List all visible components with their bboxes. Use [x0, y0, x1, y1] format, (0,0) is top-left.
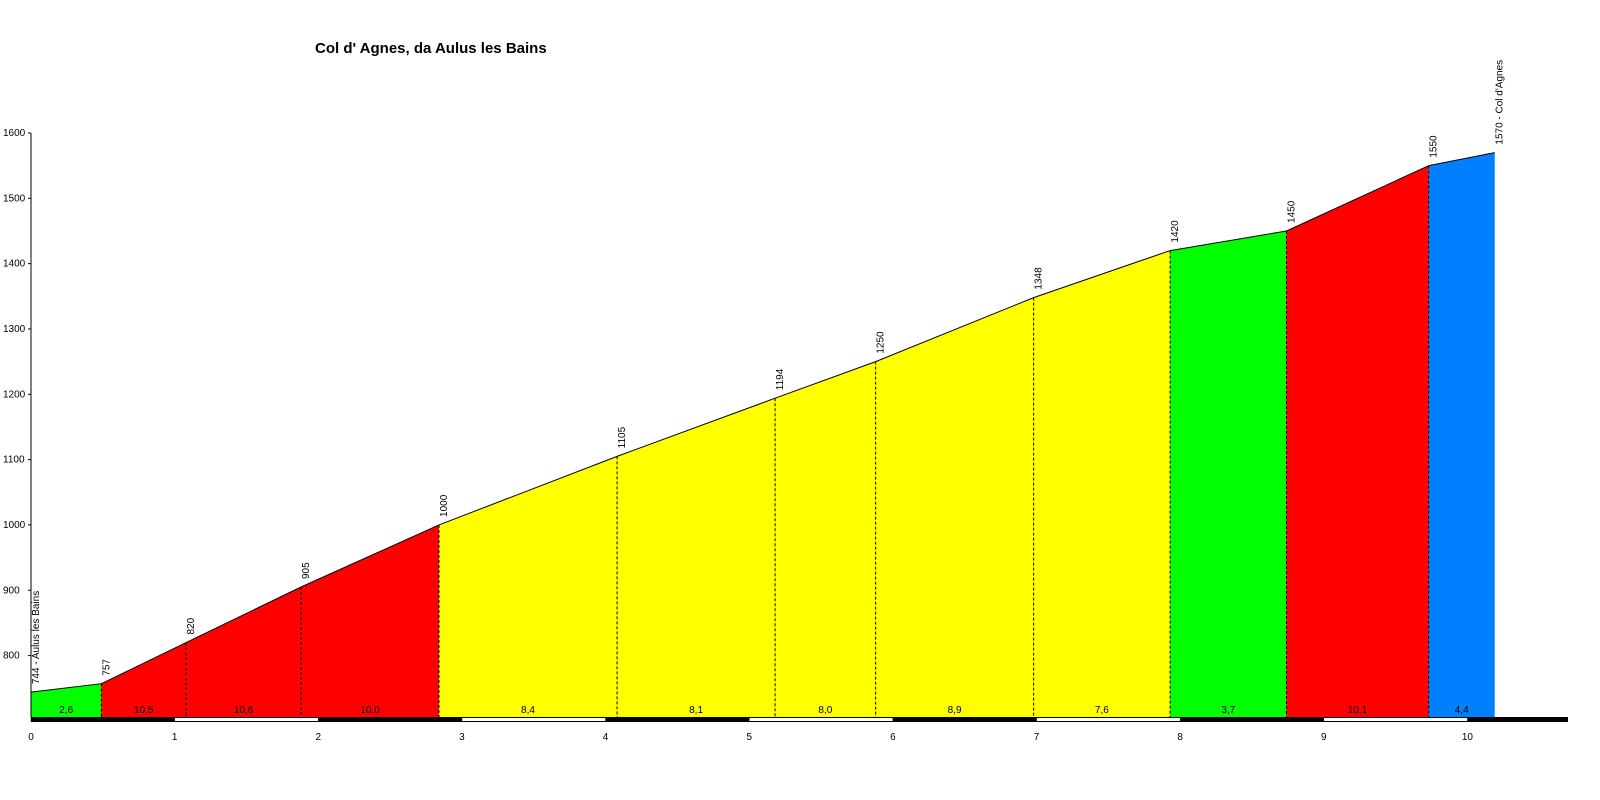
profile-segment — [1170, 230, 1287, 717]
point-label: 1105 — [617, 426, 628, 448]
point-label: 744 - Aulus les Bains — [31, 591, 42, 684]
x-axis-bar-light — [749, 718, 893, 721]
y-tick-label: 1200 — [3, 389, 26, 400]
profile-segment — [1033, 250, 1171, 717]
point-label: 1250 — [876, 331, 887, 354]
x-tick-label: 2 — [316, 732, 322, 743]
profile-segment — [31, 683, 102, 717]
profile-segment — [186, 587, 302, 717]
profile-segment — [438, 456, 618, 717]
gradient-label: 10,6 — [234, 705, 254, 716]
point-label: 1450 — [1286, 200, 1297, 223]
gradient-label: 10,0 — [360, 705, 380, 716]
y-tick-label: 1600 — [3, 128, 26, 139]
profile-edge — [300, 524, 440, 588]
profile-edge — [1428, 152, 1495, 167]
x-tick-label: 1 — [172, 732, 178, 743]
point-label: 1000 — [439, 494, 450, 517]
point-label: 1348 — [1034, 267, 1045, 290]
profile-edge — [1286, 165, 1429, 232]
profile-segment — [875, 297, 1034, 717]
gradient-label: 4,4 — [1455, 705, 1469, 716]
gradient-label: 2,6 — [59, 705, 73, 716]
y-tick-label: 800 — [3, 651, 20, 662]
profile-segment — [617, 398, 776, 717]
gradient-label: 10,5 — [134, 705, 154, 716]
profile-edge — [438, 455, 618, 526]
profile-edge — [185, 586, 302, 643]
y-tick-label: 1100 — [3, 455, 25, 466]
profile-edge — [30, 683, 102, 693]
gradient-label: 8,0 — [818, 705, 832, 716]
x-tick-label: 7 — [1034, 732, 1040, 743]
profile-segment — [101, 642, 187, 717]
point-label: 1420 — [1170, 220, 1181, 243]
profile-segment — [775, 361, 876, 717]
gradient-label: 8,1 — [689, 705, 703, 716]
x-axis-bar-light — [461, 718, 606, 721]
y-tick-label: 900 — [3, 585, 20, 596]
point-label: 1550 — [1429, 135, 1440, 158]
profile-edge — [875, 297, 1034, 363]
y-tick-label: 1500 — [3, 193, 26, 204]
profile-segment — [1428, 152, 1495, 718]
y-tick-label: 1300 — [3, 324, 26, 335]
profile-edge — [1033, 250, 1171, 299]
y-tick-label: 1000 — [3, 520, 26, 531]
x-axis-bar-light — [1323, 718, 1468, 721]
x-tick-label: 4 — [603, 732, 609, 743]
gradient-label: 8,9 — [948, 705, 962, 716]
x-axis-bar-light — [174, 718, 319, 721]
profile-edge — [1170, 230, 1287, 252]
profile-segment — [301, 524, 439, 717]
x-tick-label: 6 — [890, 732, 896, 743]
point-label: 1194 — [775, 368, 786, 390]
point-label: 1570 - Col d'Agnes — [1495, 60, 1506, 145]
gradient-label: 7,6 — [1095, 705, 1109, 716]
point-label: 757 — [101, 659, 112, 676]
x-tick-label: 8 — [1177, 732, 1183, 743]
profile-edge — [101, 642, 187, 685]
x-tick-label: 9 — [1321, 732, 1327, 743]
x-tick-label: 0 — [28, 732, 34, 743]
gradient-label: 3,7 — [1221, 705, 1235, 716]
x-axis-bar-light — [1036, 718, 1181, 721]
x-tick-label: 5 — [746, 732, 752, 743]
profile-edge — [616, 397, 776, 457]
x-tick-label: 3 — [459, 732, 465, 743]
gradient-label: 10,1 — [1348, 705, 1368, 716]
gradient-label: 8,4 — [521, 705, 535, 716]
x-tick-label: 10 — [1462, 732, 1474, 743]
chart-title: Col d' Agnes, da Aulus les Bains — [315, 40, 547, 57]
point-label: 905 — [301, 562, 312, 579]
profile-segment — [1286, 165, 1429, 718]
profile-edge — [774, 361, 876, 399]
y-tick-label: 1400 — [3, 259, 26, 270]
point-label: 820 — [186, 617, 197, 634]
